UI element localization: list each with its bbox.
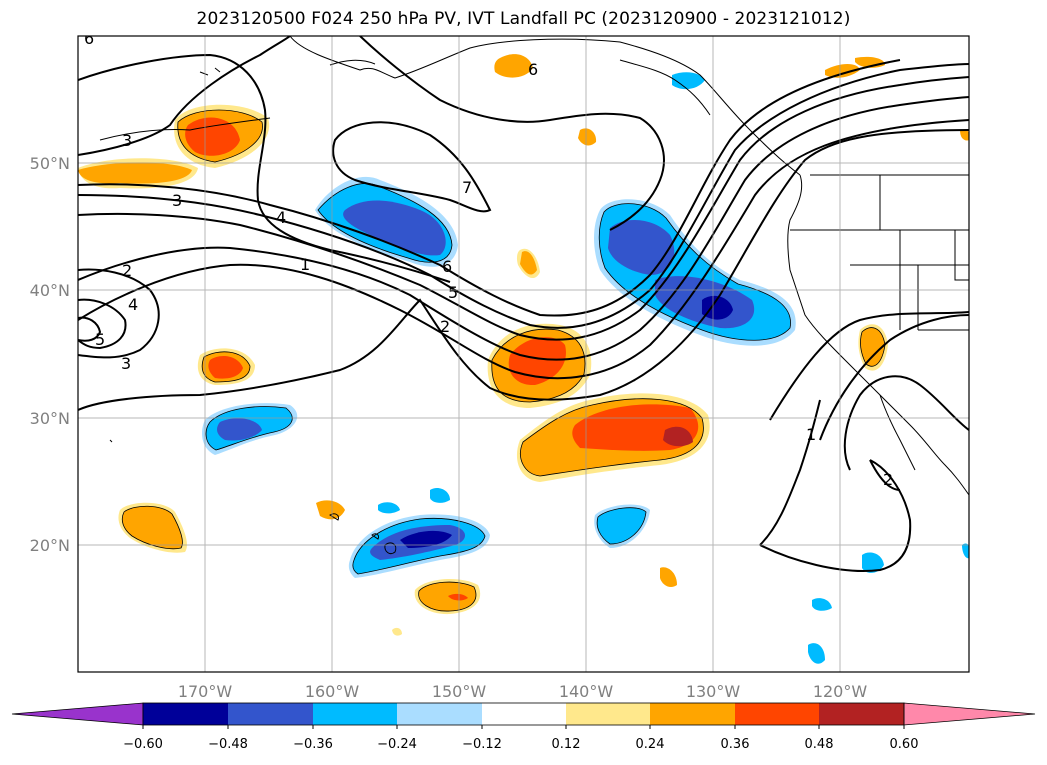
colorbar-tick-label: −0.48 [208,737,248,752]
contour-label: 2 [883,470,893,489]
colorbar-tick-label: 0.48 [805,737,834,752]
colorbar-tick-label: 0.12 [552,737,581,752]
colorbar-tick-label: −0.24 [377,737,417,752]
lon-labels: 170°W 160°W 150°W 140°W 130°W 120°W [178,682,868,701]
colorbar-swatch [482,703,566,725]
colorbar-tick-label: −0.36 [293,737,333,752]
colorbar-swatch [650,703,735,725]
lon-label: 140°W [559,682,614,701]
lon-label: 130°W [686,682,741,701]
colorbar-swatch [819,703,904,725]
lat-label: 40°N [30,281,70,300]
contour-label: 6 [442,257,452,276]
map-panel: 3 3 4 1 2 4 5 3 7 6 6 5 2 1 2 6 [78,29,969,672]
contour-label: 1 [300,255,310,274]
lat-label: 20°N [30,536,70,555]
lat-label: 30°N [30,409,70,428]
colorbar-tick-label: 0.60 [890,737,919,752]
colorbar-swatch [228,703,313,725]
contour-label: 4 [128,295,138,314]
lon-label: 120°W [813,682,868,701]
contour-labels: 3 3 4 1 2 4 5 3 7 6 6 5 2 1 2 6 [84,29,893,489]
colorbar-swatch [735,703,819,725]
contour-label: 5 [95,330,105,349]
coastlines [99,36,969,555]
gridlines [78,36,969,672]
figure-title: 2023120500 F024 250 hPa PV, IVT Landfall… [196,9,851,29]
lat-label: 50°N [30,154,70,173]
colorbar-extend-right [903,702,1036,726]
lat-labels: 20°N 30°N 40°N 50°N [30,154,70,555]
colorbar-swatch [313,703,397,725]
pv-contours [78,36,969,572]
colorbar: −0.60 −0.48 −0.36 −0.24 −0.12 0.12 0.24 … [11,702,1036,752]
contour-label: 7 [462,178,472,197]
contour-label: 3 [121,354,131,373]
contour-label: 2 [440,317,450,336]
lon-label: 150°W [432,682,487,701]
shaded-field [78,54,969,664]
contour-label: 3 [122,131,132,150]
contour-label: 5 [448,283,458,302]
map-frame [77,35,970,673]
contour-label: 6 [528,60,538,79]
colorbar-tick-label: 0.24 [636,737,665,752]
colorbar-tick-label: −0.12 [462,737,502,752]
colorbar-ticks [142,725,905,729]
lon-label: 160°W [305,682,360,701]
lon-label: 170°W [178,682,233,701]
colorbar-extend-left [11,702,144,726]
colorbar-tick-label: 0.36 [721,737,750,752]
contour-label: 4 [276,208,286,227]
colorbar-swatch [566,703,650,725]
colorbar-swatch [143,703,228,725]
contour-label: 6 [84,29,94,48]
contour-label: 3 [172,191,182,210]
contour-label: 1 [806,425,816,444]
colorbar-swatch [397,703,482,725]
colorbar-tick-label: −0.60 [123,737,163,752]
contour-label: 2 [122,261,132,280]
